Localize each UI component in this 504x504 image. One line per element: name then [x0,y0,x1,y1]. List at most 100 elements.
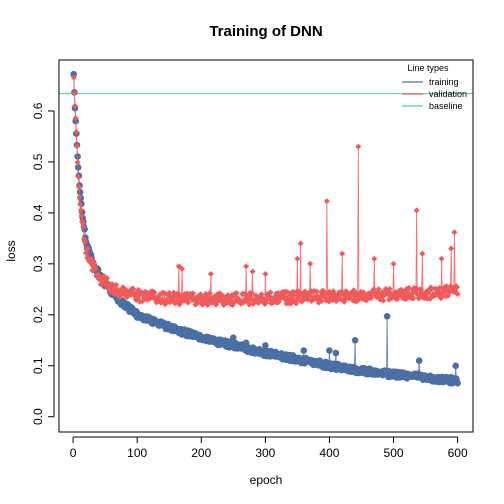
point-training [332,349,340,357]
point-training [70,70,77,78]
x-axis-label: epoch [250,473,283,487]
point-validation [436,284,443,291]
point-training [300,347,308,354]
series-line-training [73,74,458,384]
point-training [326,347,333,354]
point-validation [151,289,158,296]
point-training [351,337,359,344]
chart-title: Training of DNN [209,23,322,40]
point-validation [74,159,81,166]
point-validation [84,245,91,252]
point-validation [104,275,111,282]
x-tick-label: 100 [127,446,147,460]
x-tick-label: 600 [448,446,468,460]
axes: 0 100 200 300 400 500 600 0.0 0.1 0.2 0.3 0.4 0.5 0.6 [31,59,474,460]
point-validation [291,292,298,299]
point-validation [248,289,255,296]
legend: Line types training validation baseline [402,63,467,111]
point-validation [78,213,85,220]
legend-label-validation: validation [429,89,467,99]
point-validation [76,194,83,201]
point-validation [295,288,302,295]
point-validation [262,271,269,278]
point-validation [294,255,301,262]
point-training [230,334,237,342]
point-validation [371,255,378,262]
point-training [383,313,391,320]
y-axis-label: loss [4,240,18,261]
point-validation [72,114,79,121]
point-validation [92,265,99,272]
point-validation [375,286,382,293]
point-validation [297,240,304,247]
point-validation [204,302,211,309]
point-validation [77,207,84,214]
y-tick-label: 0.4 [31,204,45,221]
x-tick-label: 0 [70,446,77,460]
point-validation [355,143,362,150]
point-validation [80,223,87,230]
point-validation [71,90,78,97]
y-tick-label: 0.3 [31,255,45,272]
x-tick-label: 400 [319,446,339,460]
point-validation [73,128,80,135]
point-validation [454,291,461,298]
point-validation [267,289,274,296]
point-validation [130,285,137,292]
point-validation [419,250,426,257]
point-training [454,379,461,387]
point-validation [394,295,401,302]
legend-title: Line types [407,63,449,73]
series-line-validation [73,77,459,306]
x-axis: 0 100 200 300 400 500 600 [70,436,468,460]
point-validation [438,255,445,262]
point-training [415,357,423,365]
point-validation [307,260,314,267]
point-validation [194,300,201,307]
y-axis: 0.0 0.1 0.2 0.3 0.4 0.5 0.6 [31,102,55,425]
point-validation [82,238,89,245]
point-validation [79,219,86,226]
point-validation [246,301,253,308]
point-validation [189,290,196,297]
point-validation [439,293,446,300]
point-validation [179,265,186,272]
point-validation [70,74,77,81]
point-validation [380,297,387,304]
point-validation [72,102,79,109]
point-validation [207,271,214,278]
point-validation [339,250,346,257]
point-validation [318,298,325,305]
y-tick-label: 0.0 [31,408,45,425]
point-validation [410,295,417,302]
point-validation [313,288,320,295]
point-validation [436,289,443,296]
point-training [452,362,460,370]
point-validation [233,289,240,296]
point-validation [386,285,393,292]
plot-area [59,70,473,387]
point-validation [413,207,420,214]
point-validation [206,290,213,297]
point-validation [453,284,460,291]
point-validation [77,201,84,208]
x-tick-label: 300 [255,446,275,460]
point-validation [243,263,250,270]
point-validation [448,245,455,252]
point-validation [323,198,330,205]
point-validation [75,173,82,180]
legend-label-baseline: baseline [429,101,463,111]
x-tick-label: 500 [384,446,404,460]
point-validation [293,300,300,307]
legend-label-training: training [429,77,459,87]
y-tick-label: 0.2 [31,306,45,323]
plot-frame [58,59,474,433]
series-training [70,70,461,387]
y-tick-label: 0.6 [31,102,45,119]
y-tick-label: 0.1 [31,357,45,374]
point-validation [451,229,458,236]
series-validation [70,74,461,309]
point-validation [249,268,256,275]
